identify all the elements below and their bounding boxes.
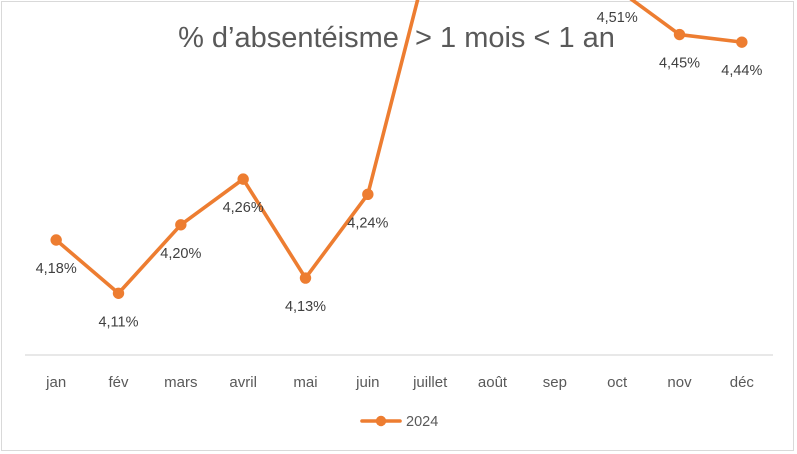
data-point: [112, 287, 125, 299]
x-tick-label: juin: [355, 374, 379, 391]
x-tick-label: mai: [293, 374, 317, 391]
data-label: 4,20%: [160, 246, 201, 262]
data-label: 4,44%: [721, 63, 762, 79]
data-point: [299, 272, 312, 284]
data-point: [237, 173, 249, 185]
data-point: [736, 36, 748, 48]
data-label: 4,24%: [347, 215, 388, 231]
x-tick-label: août: [478, 374, 508, 391]
x-tick-label: jan: [45, 374, 66, 391]
data-point: [673, 28, 686, 41]
x-tick-label: mars: [164, 374, 197, 391]
x-tick-label: fév: [108, 374, 129, 391]
data-label: 4,26%: [223, 200, 264, 216]
series-line-2024: [54, 0, 744, 296]
legend-label: 2024: [406, 414, 438, 430]
data-label: 4,45%: [659, 56, 700, 72]
data-label: 4,51%: [597, 10, 638, 26]
legend-marker: [375, 415, 387, 427]
chart-title: % d’absentéisme > 1 mois < 1 an: [178, 22, 615, 54]
data-point: [362, 188, 374, 201]
data-point: [50, 234, 62, 246]
data-label: 4,13%: [285, 299, 326, 315]
data-label: 4,11%: [98, 314, 138, 330]
x-tick-label: juillet: [412, 374, 448, 391]
data-point: [175, 219, 187, 231]
x-tick-label: sep: [543, 374, 567, 391]
x-tick-label: nov: [667, 374, 692, 391]
data-label: 4,18%: [36, 261, 77, 277]
x-tick-label: oct: [607, 374, 628, 391]
x-tick-label: déc: [730, 374, 755, 391]
x-tick-label: avril: [229, 374, 257, 391]
